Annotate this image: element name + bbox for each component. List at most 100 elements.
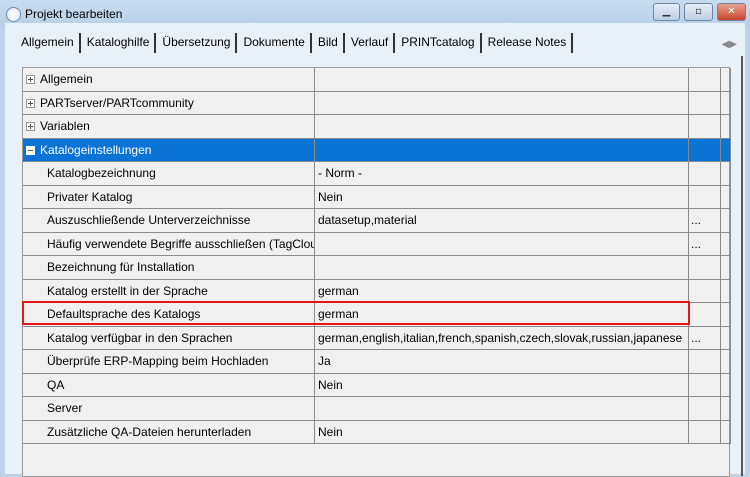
group-row[interactable]: Allgemein	[23, 68, 731, 92]
property-row[interactable]: QA Nein	[23, 373, 731, 397]
scroll-right-icon[interactable]: ▶	[729, 39, 737, 50]
expand-icon[interactable]	[26, 98, 35, 108]
panel-border	[741, 56, 743, 476]
group-row[interactable]: Katalogeinstellungen	[23, 138, 731, 162]
property-value[interactable]: - Norm -	[315, 162, 689, 185]
group-name: Katalogeinstellungen	[23, 138, 315, 161]
dialog-body: Allgemein Kataloghilfe Übersetzung Dokum…	[5, 23, 745, 477]
ellipsis-button	[689, 303, 721, 326]
property-name: Privater Katalog	[23, 185, 315, 208]
scroll-left-icon[interactable]: ◀	[721, 39, 730, 50]
tab-uebersetzung[interactable]: Übersetzung	[157, 33, 238, 53]
property-row[interactable]: Überprüfe ERP-Mapping beim Hochladen Ja	[23, 350, 731, 374]
property-row[interactable]: Katalogbezeichnung - Norm -	[23, 162, 731, 186]
group-value	[315, 115, 689, 138]
ellipsis-button	[689, 185, 721, 208]
tab-bild[interactable]: Bild	[313, 33, 345, 53]
expand-icon[interactable]	[26, 122, 35, 131]
row-edge	[721, 373, 731, 396]
property-value[interactable]: Nein	[315, 185, 689, 208]
property-name: Häufig verwendete Begriffe ausschließen …	[23, 232, 315, 255]
row-edge	[721, 397, 731, 420]
property-row[interactable]: Auszuschließende Unterverzeichnisse datas…	[23, 209, 731, 233]
tab-scroll: ◀▶	[722, 39, 737, 50]
row-edge	[721, 209, 731, 232]
property-row[interactable]: Häufig verwendete Begriffe ausschließen …	[23, 232, 731, 256]
row-edge	[721, 256, 731, 279]
property-name: QA	[23, 373, 315, 396]
property-row[interactable]: Defaultsprache des Katalogs german	[23, 303, 731, 327]
close-button[interactable]: ✕	[717, 3, 746, 21]
tab-printcatalog[interactable]: PRINTcatalog	[396, 33, 482, 53]
property-value[interactable]: datasetup,material	[315, 209, 689, 232]
property-value[interactable]	[315, 256, 689, 279]
group-row[interactable]: PARTserver/PARTcommunity	[23, 91, 731, 115]
row-edge	[721, 162, 731, 185]
ellipsis-button	[689, 162, 721, 185]
ellipsis-button[interactable]: ...	[689, 232, 721, 255]
ellipsis-button	[689, 397, 721, 420]
group-name: Allgemein	[23, 68, 315, 91]
property-name: Zusätzliche QA-Dateien herunterladen	[23, 420, 315, 443]
property-value[interactable]: Nein	[315, 373, 689, 396]
group-edge	[721, 138, 731, 161]
property-value[interactable]	[315, 232, 689, 255]
property-value[interactable]: german	[315, 303, 689, 326]
ellipsis-button	[689, 420, 721, 443]
property-row[interactable]: Katalog verfügbar in den Sprachen german,…	[23, 326, 731, 350]
property-name: Katalog erstellt in der Sprache	[23, 279, 315, 302]
property-value[interactable]	[315, 397, 689, 420]
group-row[interactable]: Variablen	[23, 115, 731, 139]
maximize-button[interactable]: ▫	[684, 3, 713, 21]
property-name: Bezeichnung für Installation	[23, 256, 315, 279]
row-edge	[721, 420, 731, 443]
minimize-button[interactable]: ▁	[653, 3, 680, 21]
group-value	[315, 138, 689, 161]
property-grid: Allgemein PARTserver/PARTcommunity Variabl…	[22, 67, 731, 477]
property-row[interactable]: Zusätzliche QA-Dateien herunterladen Nein	[23, 420, 731, 444]
tab-dokumente[interactable]: Dokumente	[238, 33, 312, 53]
tab-allgemein[interactable]: Allgemein	[17, 33, 81, 53]
group-button-cell	[689, 91, 721, 114]
group-button-cell	[689, 115, 721, 138]
ellipsis-button[interactable]: ...	[689, 326, 721, 349]
ellipsis-button[interactable]: ...	[689, 209, 721, 232]
group-button-cell	[689, 68, 721, 91]
property-value[interactable]: Ja	[315, 350, 689, 373]
collapse-icon[interactable]	[26, 145, 35, 155]
property-row[interactable]: Katalog erstellt in der Sprache german	[23, 279, 731, 303]
property-name: Defaultsprache des Katalogs	[23, 303, 315, 326]
group-edge	[721, 68, 731, 91]
property-row[interactable]: Server	[23, 397, 731, 421]
property-value[interactable]: german	[315, 279, 689, 302]
group-edge	[721, 91, 731, 114]
row-edge	[721, 232, 731, 255]
property-row[interactable]: Privater Katalog Nein	[23, 185, 731, 209]
tab-verlauf[interactable]: Verlauf	[346, 33, 396, 53]
row-edge	[721, 326, 731, 349]
row-edge	[721, 185, 731, 208]
ellipsis-button	[689, 256, 721, 279]
property-name: Überprüfe ERP-Mapping beim Hochladen	[23, 350, 315, 373]
row-edge	[721, 350, 731, 373]
tab-kataloghilfe[interactable]: Kataloghilfe	[82, 33, 157, 53]
group-name: PARTserver/PARTcommunity	[23, 91, 315, 114]
window-title: Projekt bearbeiten	[25, 7, 123, 21]
property-name: Katalog verfügbar in den Sprachen	[23, 326, 315, 349]
group-value	[315, 91, 689, 114]
tab-release-notes[interactable]: Release Notes	[483, 33, 574, 53]
row-edge	[721, 279, 731, 302]
ellipsis-button	[689, 350, 721, 373]
row-edge	[721, 303, 731, 326]
group-name: Variablen	[23, 115, 315, 138]
expand-icon[interactable]	[26, 75, 35, 84]
group-button-cell	[689, 138, 721, 161]
property-value[interactable]: german,english,italian,french,spanish,cz…	[315, 326, 689, 349]
property-name: Server	[23, 397, 315, 420]
property-row[interactable]: Bezeichnung für Installation	[23, 256, 731, 280]
ellipsis-button	[689, 279, 721, 302]
tab-bar: Allgemein Kataloghilfe Übersetzung Dokum…	[17, 33, 574, 55]
group-edge	[721, 115, 731, 138]
property-value[interactable]: Nein	[315, 420, 689, 443]
app-icon	[6, 7, 21, 22]
